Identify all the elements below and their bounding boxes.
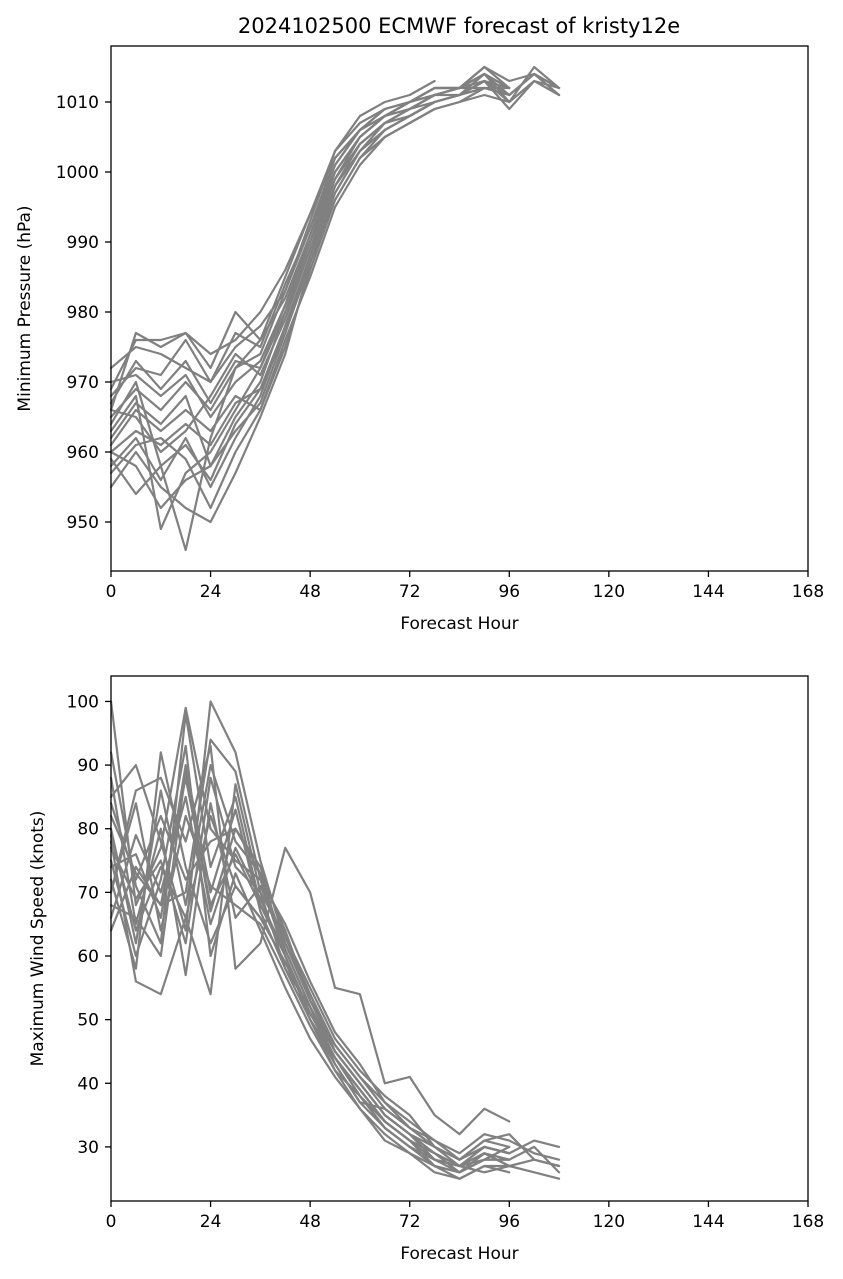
pressure-x-tick-label: 48 bbox=[299, 582, 321, 602]
pressure-x-tick-label: 120 bbox=[593, 582, 625, 602]
wind-x-tick-label: 24 bbox=[200, 1212, 222, 1232]
wind-series-line-14 bbox=[109, 776, 561, 1161]
pressure-x-tick-label: 0 bbox=[106, 582, 117, 602]
pressure-y-tick-label: 970 bbox=[67, 373, 99, 393]
wind-y-tick-label: 50 bbox=[77, 1011, 99, 1031]
wind-axes-frame bbox=[110, 675, 809, 1202]
pressure-panel: 0 24 48 72 96 120 144 168 950 960 970 980 990 1000 101… bbox=[15, 45, 824, 634]
pressure-ticks-group: 0 24 48 72 96 120 144 168 950 960 970 980 990 1000 101… bbox=[56, 93, 824, 602]
wind-x-tick-label: 144 bbox=[692, 1212, 724, 1232]
wind-x-tick-label: 48 bbox=[299, 1212, 321, 1232]
pressure-x-tick-label: 24 bbox=[200, 582, 222, 602]
wind-y-tick-label: 60 bbox=[77, 947, 99, 967]
wind-x-axis-label: Forecast Hour bbox=[400, 1244, 518, 1264]
wind-panel: 0 24 48 72 96 120 144 168 30 40 50 60 70 80 90 100 Fore… bbox=[28, 675, 825, 1264]
wind-y-tick-label: 70 bbox=[77, 883, 99, 903]
wind-y-tick-label: 80 bbox=[77, 820, 99, 840]
pressure-y-tick-label: 960 bbox=[67, 443, 99, 463]
wind-y-axis-label: Maximum Wind Speed (knots) bbox=[28, 811, 48, 1067]
wind-series-line-15 bbox=[109, 802, 511, 1174]
wind-series-line-16 bbox=[109, 802, 511, 1161]
pressure-x-axis-label: Forecast Hour bbox=[400, 614, 518, 634]
wind-y-tick-label: 90 bbox=[77, 756, 99, 776]
wind-x-tick-label: 0 bbox=[106, 1212, 117, 1232]
pressure-y-tick-label: 950 bbox=[67, 513, 99, 533]
pressure-y-tick-label: 980 bbox=[67, 303, 99, 323]
wind-y-tick-label: 40 bbox=[77, 1074, 99, 1094]
pressure-y-tick-label: 1010 bbox=[56, 93, 99, 113]
chart-title: 2024102500 ECMWF forecast of kristy12e bbox=[238, 14, 680, 38]
wind-x-tick-label: 96 bbox=[498, 1212, 520, 1232]
pressure-x-tick-label: 168 bbox=[792, 582, 824, 602]
pressure-series-line-11 bbox=[109, 86, 511, 447]
wind-series-line-5 bbox=[109, 744, 561, 1180]
wind-x-tick-label: 120 bbox=[593, 1212, 625, 1232]
pressure-series-line-18 bbox=[109, 72, 561, 405]
wind-y-tick-label: 100 bbox=[67, 692, 99, 712]
wind-series-line-12 bbox=[109, 776, 511, 1174]
pressure-x-tick-label: 72 bbox=[399, 582, 421, 602]
pressure-series-line-16 bbox=[109, 72, 511, 419]
wind-x-tick-label: 72 bbox=[399, 1212, 421, 1232]
wind-ticks-group: 0 24 48 72 96 120 144 168 30 40 50 60 70 80 90 100 bbox=[67, 692, 825, 1232]
pressure-series-line-4 bbox=[109, 79, 436, 384]
pressure-x-tick-label: 144 bbox=[692, 582, 724, 602]
pressure-y-tick-label: 1000 bbox=[56, 163, 99, 183]
wind-y-tick-label: 30 bbox=[77, 1138, 99, 1158]
wind-x-tick-label: 168 bbox=[792, 1212, 824, 1232]
pressure-y-axis-label: Minimum Pressure (hPa) bbox=[15, 205, 35, 411]
wind-series-line-18 bbox=[109, 814, 511, 1168]
pressure-axes-frame bbox=[110, 45, 809, 572]
pressure-x-tick-label: 96 bbox=[498, 582, 520, 602]
wind-series-group bbox=[109, 700, 561, 1180]
pressure-series-group bbox=[109, 65, 561, 552]
pressure-series-line-17 bbox=[109, 79, 511, 454]
pressure-y-tick-label: 990 bbox=[67, 233, 99, 253]
